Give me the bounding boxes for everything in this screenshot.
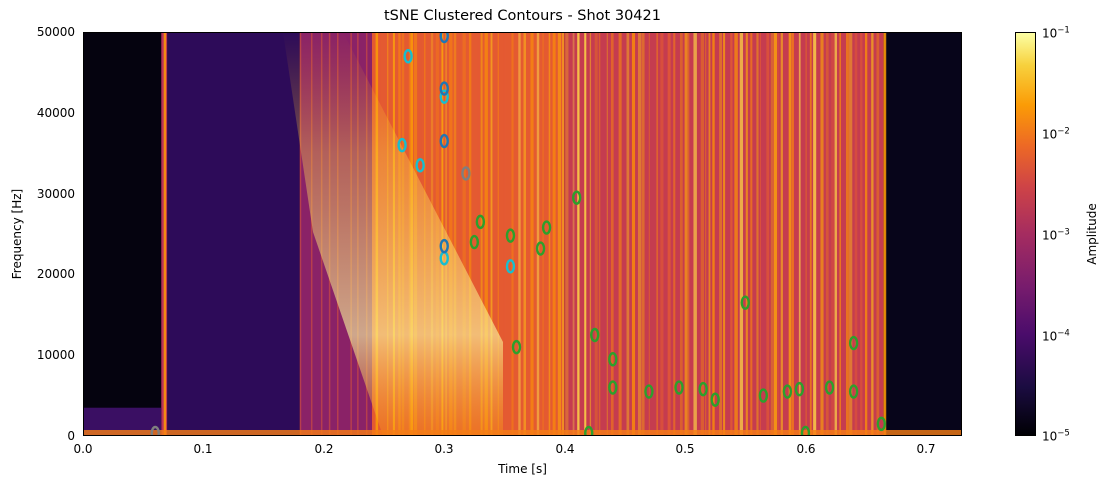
cluster-green-contour [608, 380, 618, 395]
colorbar-tick-label: 10−5 [1042, 428, 1070, 444]
plot-frame [83, 32, 962, 436]
cluster-blue-contour [439, 32, 449, 44]
cluster-blue-contour [439, 238, 449, 254]
y-tick-label: 0 [67, 429, 75, 443]
cluster-green-contour [740, 295, 750, 310]
cluster-green-contour [469, 234, 480, 250]
y-tick-label: 30000 [36, 187, 75, 201]
x-tick-label: 0.2 [314, 442, 334, 456]
colorbar-tick-label: 10−3 [1042, 227, 1070, 243]
cluster-green-contour [758, 388, 769, 403]
x-tick-label: 0.1 [193, 442, 213, 456]
cluster-gray-contour [150, 425, 160, 436]
cluster-green-contour [782, 384, 793, 399]
chirp-highlight [283, 32, 503, 436]
cluster-green-contour [710, 392, 720, 407]
cluster-green-contour [824, 380, 835, 395]
cluster-green-contour [541, 220, 552, 235]
spectrogram-plot-area [83, 32, 962, 436]
cluster-green-contour [800, 425, 811, 436]
spectrogram-bands [83, 32, 962, 436]
x-tick-label: 0.7 [916, 442, 936, 456]
colorbar-label: Amplitude [1085, 203, 1099, 265]
cluster-green-contour [590, 327, 600, 343]
low-freq-band [83, 430, 962, 436]
cluster-contours [150, 32, 887, 436]
cluster-gray-contour [461, 166, 471, 181]
cluster-blue-contour [439, 133, 449, 149]
cluster-green-contour [876, 416, 887, 432]
cluster-green-contour [571, 190, 582, 205]
cluster-green-contour [644, 384, 654, 399]
x-tick-label: 0.3 [434, 442, 454, 456]
colorbar-tick-label: 10−1 [1042, 25, 1070, 41]
y-tick-label: 50000 [36, 25, 75, 39]
colorbar-tick-label: 10−4 [1042, 328, 1070, 344]
cluster-green-contour [794, 381, 805, 397]
y-tick-label: 20000 [36, 267, 75, 281]
cluster-green-contour [505, 228, 516, 243]
cluster-green-contour [848, 384, 859, 399]
colorbar-tick-label: 10−2 [1042, 126, 1070, 142]
cluster-cyan-contour [505, 259, 516, 274]
cluster-cyan-contour [439, 89, 449, 104]
y-tick-label: 40000 [36, 106, 75, 120]
x-tick-label: 0.0 [73, 442, 93, 456]
cluster-cyan-contour [403, 49, 413, 64]
x-tick-label: 0.6 [796, 442, 816, 456]
y-tick-label: 10000 [36, 348, 75, 362]
cluster-green-contour [674, 380, 684, 395]
chart-title: tSNE Clustered Contours - Shot 30421 [384, 8, 661, 24]
cluster-blue-contour [439, 81, 449, 96]
x-tick-label: 0.4 [555, 442, 575, 456]
cluster-green-contour [608, 352, 618, 367]
cluster-green-contour [698, 381, 708, 397]
colorbar [1015, 32, 1036, 436]
cluster-green-contour [584, 425, 594, 436]
cluster-green-contour [511, 339, 522, 355]
cluster-cyan-contour [415, 158, 425, 173]
cluster-green-contour [535, 241, 546, 256]
cluster-cyan-contour [397, 137, 407, 153]
x-axis-label: Time [s] [498, 462, 547, 476]
y-axis-label: Frequency [Hz] [10, 188, 24, 280]
cluster-green-contour [848, 335, 859, 351]
x-tick-label: 0.5 [675, 442, 695, 456]
cluster-green-contour [475, 214, 486, 230]
